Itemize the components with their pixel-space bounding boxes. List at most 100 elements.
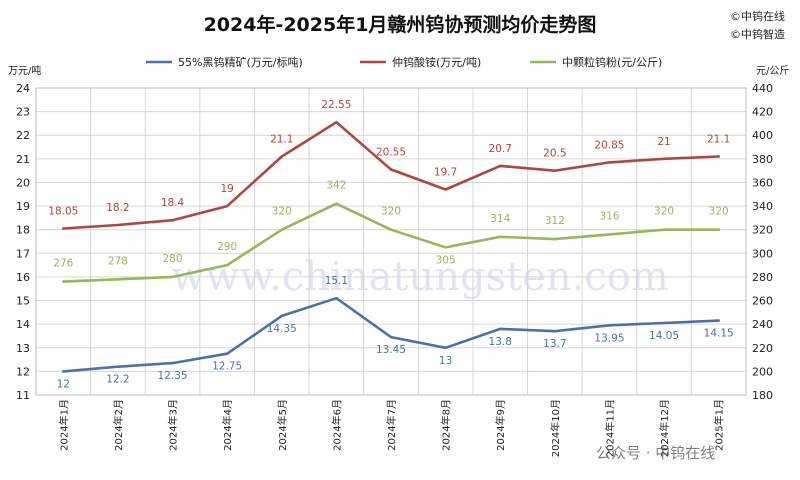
x-tick-label: 2024年11月 bbox=[603, 399, 616, 457]
data-label: 21.1 bbox=[707, 133, 730, 145]
data-label: 276 bbox=[53, 258, 73, 270]
data-point bbox=[717, 155, 720, 158]
y-right-tick-label: 300 bbox=[752, 247, 773, 260]
y-right-tick-label: 420 bbox=[752, 106, 773, 119]
data-label: 19.7 bbox=[434, 167, 457, 179]
y-right-tick-label: 180 bbox=[752, 389, 773, 402]
y-left-tick-label: 16 bbox=[16, 271, 30, 284]
data-point bbox=[499, 235, 502, 238]
data-label: 21 bbox=[657, 136, 670, 148]
data-label: 13 bbox=[439, 355, 452, 367]
data-label: 13.7 bbox=[543, 338, 566, 350]
data-label: 20.7 bbox=[489, 143, 512, 155]
data-label: 20.5 bbox=[543, 148, 566, 160]
data-point bbox=[608, 161, 611, 164]
data-point bbox=[225, 204, 229, 208]
x-tick-label: 2024年1月 bbox=[57, 399, 70, 451]
data-point bbox=[608, 233, 611, 236]
y-right-tick-label: 240 bbox=[752, 318, 773, 331]
data-point bbox=[225, 263, 229, 267]
y-right-tick-label: 200 bbox=[752, 365, 773, 378]
data-point bbox=[553, 330, 557, 333]
data-label: 312 bbox=[545, 215, 565, 227]
x-tick-label: 2024年5月 bbox=[276, 399, 289, 451]
data-label: 14.35 bbox=[267, 323, 297, 335]
x-tick-label: 2024年12月 bbox=[658, 399, 671, 457]
data-label: 320 bbox=[381, 206, 401, 218]
data-label: 13.45 bbox=[376, 344, 406, 356]
data-label: 320 bbox=[272, 206, 292, 218]
data-point bbox=[389, 335, 393, 339]
y-right-tick-label: 280 bbox=[752, 271, 773, 284]
data-point bbox=[280, 155, 283, 158]
data-point bbox=[717, 319, 720, 322]
y-right-tick-label: 340 bbox=[752, 200, 773, 213]
data-label: 13.8 bbox=[489, 336, 512, 348]
y-right-unit: 元/公斤 bbox=[756, 65, 789, 77]
data-label: 15.1 bbox=[325, 275, 348, 287]
data-label: 12.75 bbox=[212, 361, 242, 373]
legend-label: 中颗粒钨粉(元/公斤) bbox=[562, 55, 662, 69]
data-label: 18.2 bbox=[106, 202, 129, 214]
data-label: 280 bbox=[163, 253, 183, 265]
y-left-tick-label: 21 bbox=[16, 153, 30, 166]
data-point bbox=[62, 280, 65, 283]
x-tick-label: 2024年4月 bbox=[221, 399, 234, 451]
data-point bbox=[444, 188, 447, 191]
data-label: 316 bbox=[599, 210, 619, 222]
data-point bbox=[171, 275, 174, 279]
credit-2: ©中钨智造 bbox=[730, 27, 785, 41]
data-label: 14.15 bbox=[704, 328, 734, 340]
x-tick-label: 2024年8月 bbox=[440, 399, 453, 451]
data-label: 18.05 bbox=[48, 206, 78, 218]
data-point bbox=[444, 346, 447, 349]
data-point bbox=[225, 352, 229, 355]
y-left-tick-label: 19 bbox=[16, 200, 30, 213]
data-label: 13.95 bbox=[594, 332, 624, 344]
data-label: 342 bbox=[326, 180, 346, 192]
data-label: 12 bbox=[57, 378, 70, 390]
data-point bbox=[116, 223, 120, 227]
data-label: 305 bbox=[436, 254, 456, 266]
y-left-tick-label: 18 bbox=[16, 224, 30, 237]
data-label: 21.1 bbox=[270, 133, 293, 145]
data-point bbox=[171, 361, 174, 365]
data-label: 19 bbox=[220, 183, 233, 195]
y-left-tick-label: 17 bbox=[16, 247, 30, 260]
data-label: 314 bbox=[490, 213, 510, 225]
y-right-tick-label: 440 bbox=[752, 82, 773, 95]
data-point bbox=[553, 237, 557, 241]
data-point bbox=[717, 228, 720, 231]
data-point bbox=[389, 228, 393, 231]
x-tick-label: 2024年7月 bbox=[385, 399, 398, 451]
plot-frame bbox=[35, 87, 747, 396]
y-left-tick-label: 11 bbox=[16, 389, 30, 402]
y-left-tick-label: 20 bbox=[16, 176, 30, 189]
data-point bbox=[389, 168, 393, 171]
legend-label: 仲钨酸铵(万元/吨) bbox=[392, 55, 481, 69]
y-left-tick-label: 23 bbox=[16, 106, 30, 119]
legend-label: 55%黑钨精矿(万元/标吨) bbox=[178, 55, 303, 69]
x-tick-label: 2024年6月 bbox=[330, 399, 343, 451]
data-point bbox=[662, 157, 666, 161]
data-point bbox=[280, 314, 283, 318]
data-point bbox=[62, 370, 65, 373]
x-tick-label: 2025年1月 bbox=[713, 399, 726, 451]
y-left-tick-label: 22 bbox=[16, 129, 30, 142]
data-point bbox=[335, 202, 338, 205]
data-label: 20.85 bbox=[594, 139, 624, 151]
data-point bbox=[499, 327, 502, 331]
data-point bbox=[444, 246, 447, 249]
y-left-tick-label: 14 bbox=[16, 318, 30, 331]
data-label: 18.4 bbox=[161, 197, 185, 209]
y-right-tick-label: 380 bbox=[752, 153, 773, 166]
data-point bbox=[116, 278, 120, 281]
data-point bbox=[608, 324, 611, 327]
data-point bbox=[62, 227, 65, 230]
data-point bbox=[662, 228, 666, 231]
y-right-tick-label: 400 bbox=[752, 129, 773, 142]
data-label: 14.05 bbox=[649, 330, 679, 342]
y-left-tick-label: 24 bbox=[16, 82, 30, 95]
